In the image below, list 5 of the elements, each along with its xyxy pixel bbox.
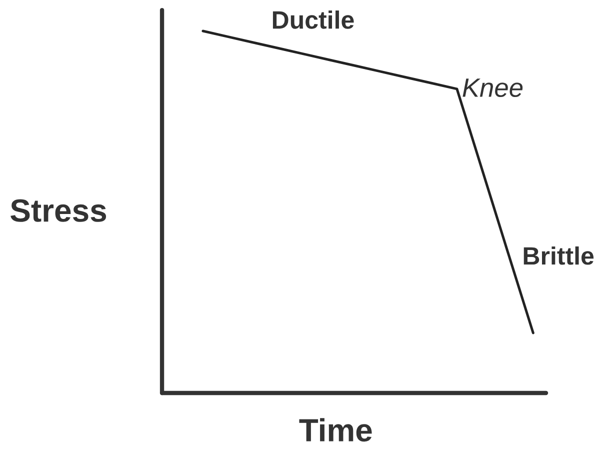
text: Ductile [272,10,354,29]
annotation: Brittle [524,246,594,265]
x-axis-title: Time [299,418,372,442]
annotation: Knee [462,78,523,98]
y-axis-title: Stress [10,199,106,222]
